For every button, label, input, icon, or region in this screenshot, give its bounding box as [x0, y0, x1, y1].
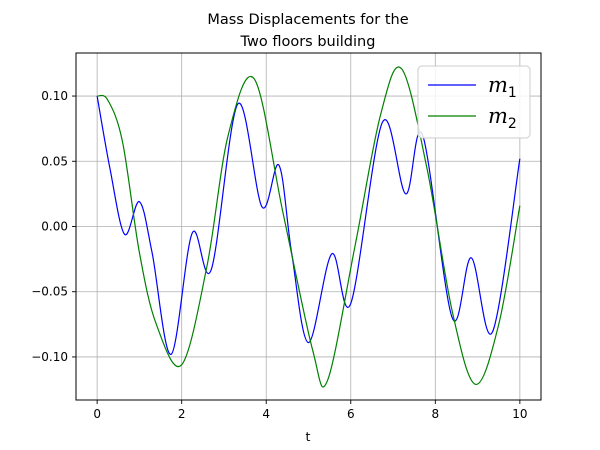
y-tick-label: 0.05 [41, 154, 68, 168]
chart-title-line-2: Two floors building [240, 34, 376, 50]
legend-box [417, 65, 531, 139]
x-tick-label: 4 [262, 407, 270, 421]
axes-layer: 0 2 4 6 8 10 −0.10 −0.05 0.00 0.05 0.10 [31, 52, 542, 421]
text-layer: Mass Displacements for the Two floors bu… [207, 12, 408, 444]
y-tick-label: −0.10 [31, 350, 68, 364]
x-tick-label: 0 [93, 407, 101, 421]
series-layer [96, 66, 521, 388]
x-tick-label: 8 [431, 407, 439, 421]
x-tick-label: 6 [347, 407, 355, 421]
y-tick-label: 0.00 [41, 220, 68, 234]
chart-title-line-1: Mass Displacements for the [207, 12, 408, 28]
x-tick-label: 10 [512, 407, 527, 421]
legend-label-subscript: 1 [508, 85, 517, 101]
series-line-m2 [96, 66, 521, 388]
y-tick-label: 0.10 [41, 89, 68, 103]
y-tick-label: −0.05 [31, 285, 68, 299]
x-tick-label: 2 [178, 407, 186, 421]
x-axis-label: t [306, 429, 311, 444]
legend-label-subscript: 2 [508, 116, 517, 132]
